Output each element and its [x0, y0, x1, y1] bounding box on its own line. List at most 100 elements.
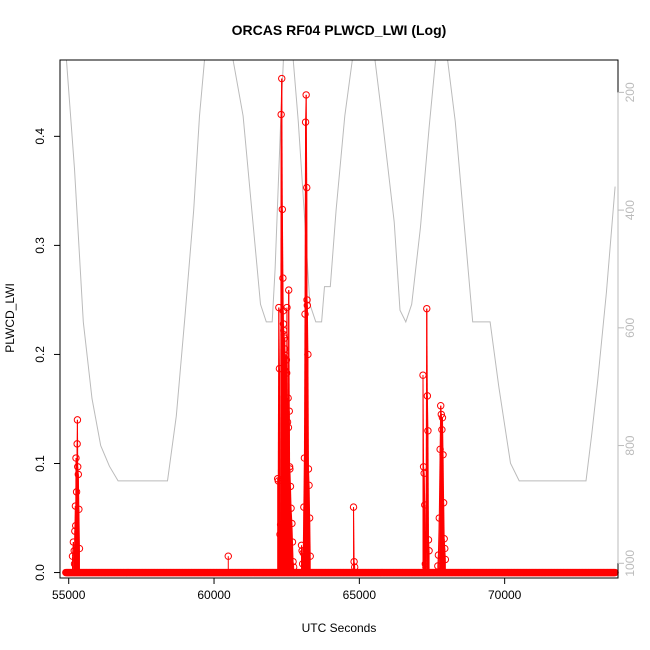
red-series-segment: [289, 468, 291, 487]
data-point: [224, 552, 232, 560]
data-point: [424, 536, 433, 544]
red-series-segment: [72, 541, 75, 551]
data-point: [74, 470, 83, 479]
data-point: [72, 454, 80, 462]
x-tick-label: 65000: [343, 588, 377, 602]
grey-series-layer: [65, 60, 616, 482]
data-point: [420, 469, 428, 478]
red-series-segment: [77, 474, 80, 510]
data-point: [283, 303, 291, 312]
data-point: [279, 274, 287, 282]
data-point: [71, 527, 79, 535]
data-point: [75, 505, 83, 513]
data-point: [423, 304, 431, 313]
red-series-segment: [444, 548, 446, 560]
data-point: [280, 354, 289, 362]
data-point: [276, 520, 285, 529]
red-series-segment: [305, 94, 308, 188]
data-point: [282, 351, 290, 360]
y-axis-label: PLWCD_LWI: [3, 283, 17, 353]
grey-series-line: [65, 60, 616, 482]
data-point: [280, 334, 289, 342]
red-series-segment: [288, 290, 290, 412]
data-point: [300, 503, 308, 511]
x-axis-label: UTC Seconds: [302, 621, 377, 635]
data-point: [349, 503, 358, 511]
data-point: [284, 394, 292, 402]
data-point: [350, 563, 359, 571]
red-series-segment: [290, 508, 293, 524]
data-point: [69, 538, 78, 546]
red-series-segment: [304, 122, 307, 315]
data-point: [278, 205, 287, 214]
data-point: [277, 110, 285, 119]
data-point: [297, 541, 306, 549]
data-point: [440, 535, 448, 543]
data-point: [299, 549, 307, 557]
right-y-tick-label: 1000: [623, 550, 637, 577]
red-series-segment: [307, 468, 310, 486]
red-series-segment: [439, 405, 442, 450]
data-point: [434, 551, 443, 559]
data-point: [437, 401, 445, 410]
red-series-segment: [442, 454, 445, 503]
right-y-tick-label: 800: [623, 435, 637, 455]
red-series-segment: [424, 504, 426, 564]
data-point: [438, 413, 447, 422]
data-point: [288, 538, 297, 546]
data-point: [298, 560, 307, 568]
red-series-segment: [76, 443, 78, 492]
data-point: [421, 560, 430, 568]
data-point: [423, 392, 432, 400]
red-series-segment: [353, 507, 355, 562]
data-point: [71, 521, 80, 530]
axes-layer: 55000 60000 65000 70000 0.0 0.1 0.2 0.3 0.4 200 40…: [33, 82, 637, 602]
data-point: [274, 477, 282, 485]
data-point: [286, 465, 294, 473]
data-point: [422, 563, 430, 571]
data-point: [437, 410, 445, 419]
data-point: [350, 557, 358, 566]
x-tick-label: 60000: [197, 588, 231, 602]
red-series-segment: [443, 502, 445, 539]
data-point: [278, 74, 286, 83]
data-point: [288, 519, 296, 528]
right-y-tick-label: 400: [623, 200, 637, 220]
data-point: [438, 425, 446, 434]
x-tick-label: 55000: [52, 588, 86, 602]
data-point: [421, 501, 429, 509]
data-point: [303, 301, 312, 310]
red-series-segment: [426, 308, 428, 396]
y-tick-label: 0.3: [33, 237, 47, 254]
data-point: [73, 416, 82, 424]
red-series-segment: [423, 473, 426, 505]
red-series-segment: [302, 552, 304, 564]
data-point: [281, 367, 289, 375]
data-point: [424, 427, 432, 435]
red-series-segment: [437, 555, 439, 567]
red-series-layer: [62, 74, 619, 577]
red-series-segment: [303, 458, 305, 508]
data-point: [287, 504, 295, 512]
data-point: [74, 463, 82, 471]
data-point: [419, 371, 427, 379]
data-point: [284, 423, 293, 432]
data-point: [425, 547, 433, 555]
red-series-segment: [280, 114, 282, 525]
data-point: [301, 310, 309, 318]
y-tick-label: 0.2: [33, 346, 47, 363]
y-tick-label: 0.4: [33, 128, 47, 145]
data-point: [305, 514, 314, 522]
red-series-segment: [309, 518, 311, 557]
red-series-segment: [303, 314, 306, 459]
red-series-segment: [422, 375, 425, 467]
data-point: [282, 369, 291, 377]
red-series-segment: [78, 509, 80, 549]
data-point: [75, 544, 84, 553]
right-y-tick-label: 200: [623, 82, 637, 102]
red-series-segment: [278, 307, 280, 369]
red-series-segment: [307, 354, 309, 469]
data-point: [70, 560, 79, 568]
red-series-segment: [306, 305, 309, 355]
data-point: [300, 454, 309, 462]
